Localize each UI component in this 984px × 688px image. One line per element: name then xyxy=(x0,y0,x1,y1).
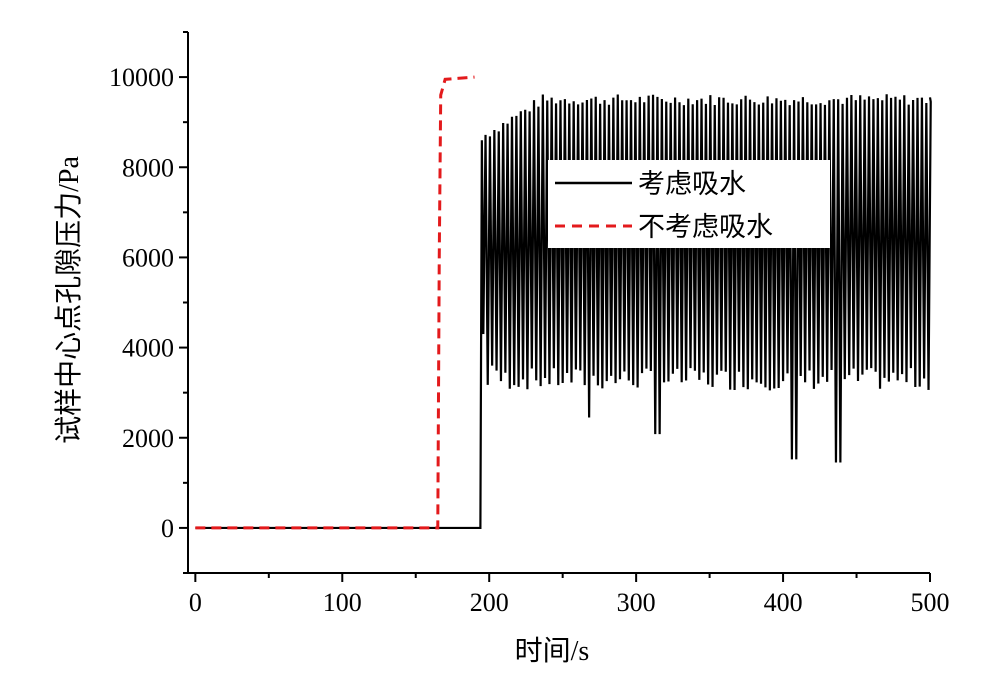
legend: 考虑吸水 不考虑吸水 xyxy=(548,160,830,248)
x-tick-label: 400 xyxy=(764,588,803,617)
series-line-without-water-absorption xyxy=(195,75,475,530)
x-tick-label: 200 xyxy=(470,588,509,617)
y-tick-label: 0 xyxy=(161,514,174,543)
legend-box xyxy=(548,160,830,248)
y-tick-label: 2000 xyxy=(122,424,174,453)
legend-label-series-2: 不考虑吸水 xyxy=(638,212,773,242)
x-tick-label: 100 xyxy=(323,588,362,617)
axes: 0 100 200 300 400 500 0 2000 4000 6000 8000 10000 xyxy=(109,31,950,617)
series-layer xyxy=(195,75,932,530)
y-tick-label: 6000 xyxy=(122,243,174,272)
x-tick-label: 0 xyxy=(189,588,202,617)
x-tick-label: 500 xyxy=(911,588,950,617)
series-line-with-water-absorption xyxy=(195,94,932,530)
y-axis-title: 试样中心点孔隙压力/Pa xyxy=(53,156,85,444)
y-tick-label: 8000 xyxy=(122,153,174,182)
y-tick-label: 10000 xyxy=(109,63,174,92)
legend-label-series-1: 考虑吸水 xyxy=(638,169,746,199)
x-tick-label: 300 xyxy=(617,588,656,617)
x-axis-title: 时间/s xyxy=(515,635,590,667)
y-tick-label: 4000 xyxy=(122,334,174,363)
